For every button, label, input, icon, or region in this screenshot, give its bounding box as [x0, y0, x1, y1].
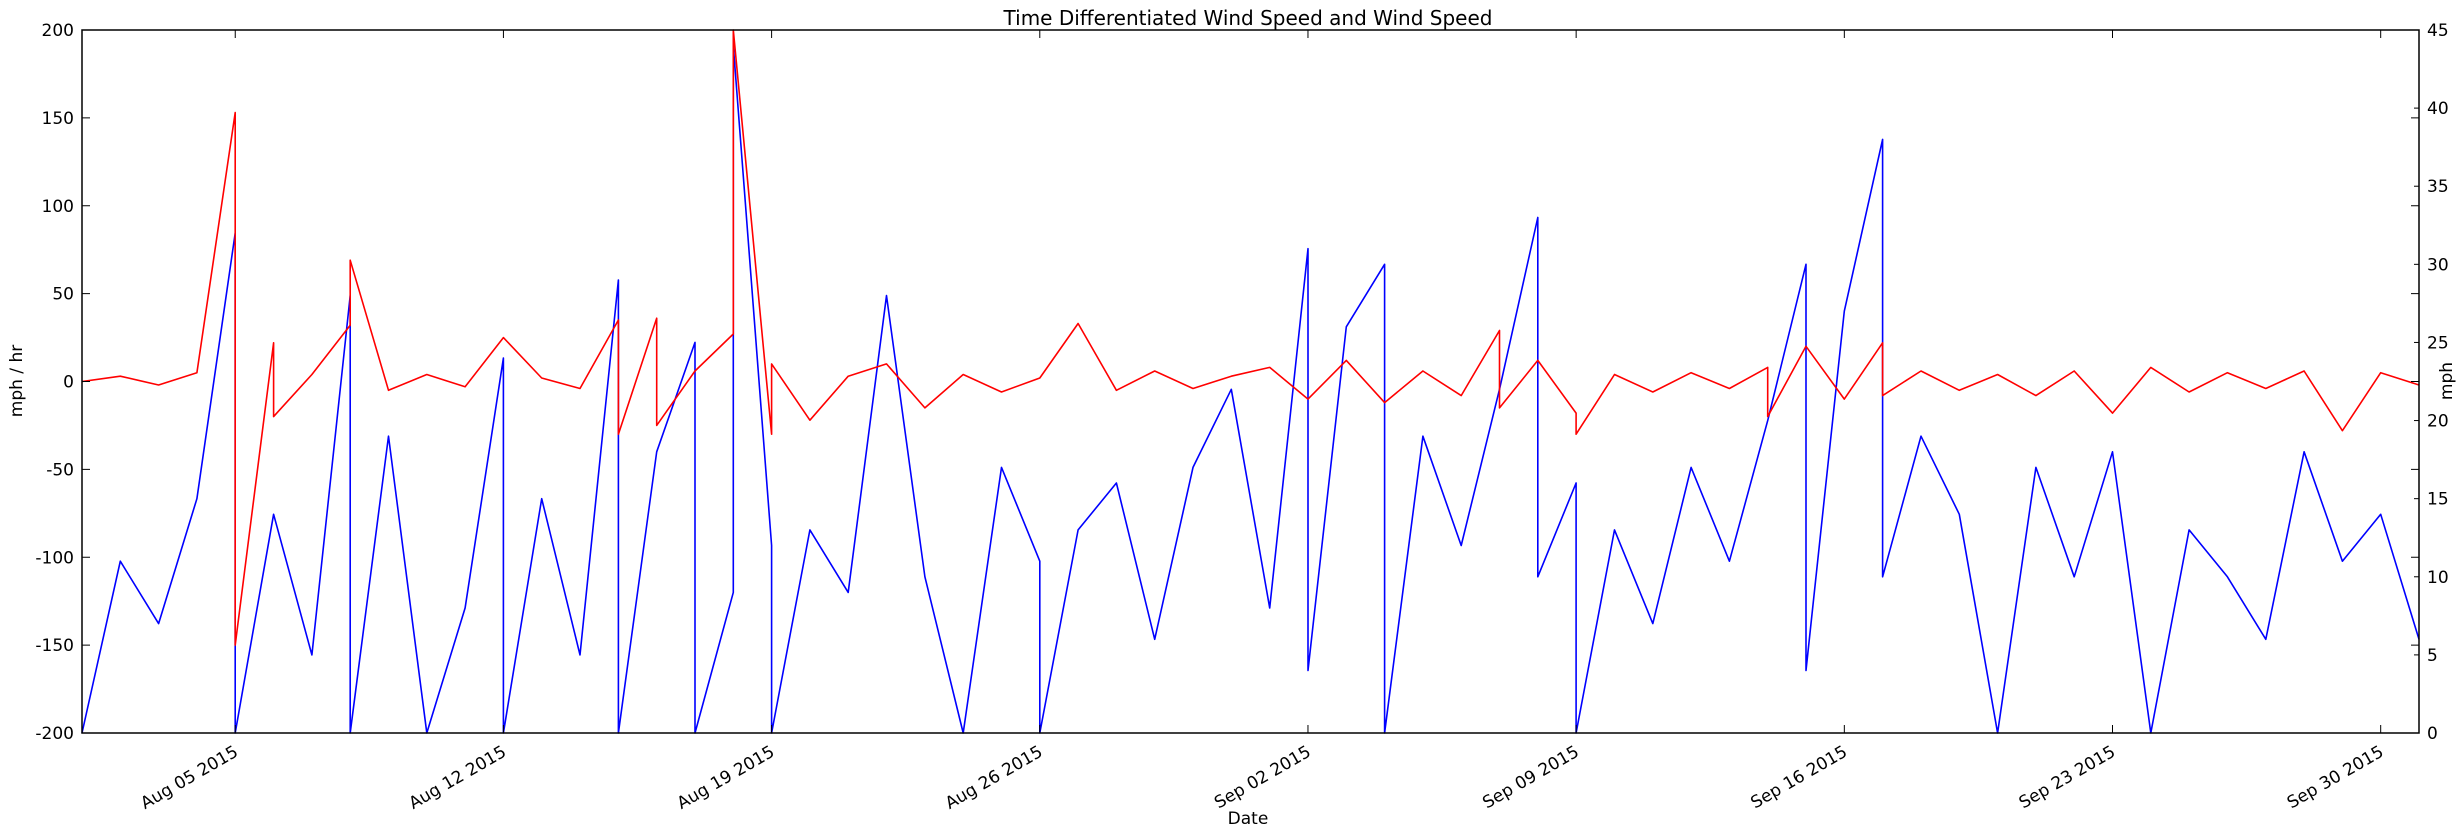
right-tick-label: 30: [2427, 255, 2449, 275]
series-layer: [81, 29, 2420, 734]
x-tick-label: Sep 16 2015: [1748, 742, 1851, 813]
x-tick-label: Aug 19 2015: [674, 742, 778, 814]
x-tick-label: Aug 05 2015: [137, 742, 241, 814]
right-tick-label: 5: [2427, 646, 2438, 666]
right-y-axis-label: mph: [2437, 362, 2457, 400]
x-tick-label: Sep 02 2015: [1211, 742, 1314, 813]
left-tick-label: -50: [46, 460, 74, 480]
left-tick-label: 200: [42, 21, 74, 41]
right-tick-label: 45: [2427, 21, 2449, 41]
right-tick-label: 35: [2427, 177, 2449, 197]
right-tick-label: 10: [2427, 568, 2449, 588]
x-tick-label: Sep 30 2015: [2284, 742, 2387, 813]
x-tick-label: Sep 23 2015: [2016, 742, 2119, 813]
plot-background: [82, 30, 2419, 733]
right-y-axis: 0 5 10 15 20 25 30 35 40 45: [2414, 21, 2449, 744]
chart-title: Time Differentiated Wind Speed and Wind …: [1003, 6, 1493, 30]
right-tick-label: 25: [2427, 333, 2449, 353]
left-tick-label: -150: [35, 636, 74, 656]
right-tick-label: 15: [2427, 490, 2449, 510]
x-tick-label: Aug 26 2015: [942, 742, 1046, 814]
x-tick-label: Aug 12 2015: [406, 742, 510, 814]
x-axis-label: Date: [1228, 809, 1269, 829]
right-tick-label: 20: [2427, 412, 2449, 432]
right-tick-label: 40: [2427, 99, 2449, 119]
left-y-axis: -200 -150 -100 -50 0 50 100 150 200: [35, 21, 2419, 744]
left-tick-label: -100: [35, 548, 74, 568]
left-tick-label: 100: [42, 197, 74, 217]
left-y-axis-label: mph / hr: [7, 345, 27, 417]
wind-speed-derivative-series-line: [81, 29, 2420, 646]
wind-speed-series-line: [81, 44, 2420, 734]
right-tick-label: 0: [2427, 724, 2438, 744]
x-tick-label: Sep 09 2015: [1479, 742, 1582, 813]
left-tick-label: 50: [52, 285, 74, 305]
left-tick-label: 150: [42, 109, 74, 129]
left-tick-label: -200: [35, 724, 74, 744]
left-tick-label: 0: [63, 373, 74, 393]
